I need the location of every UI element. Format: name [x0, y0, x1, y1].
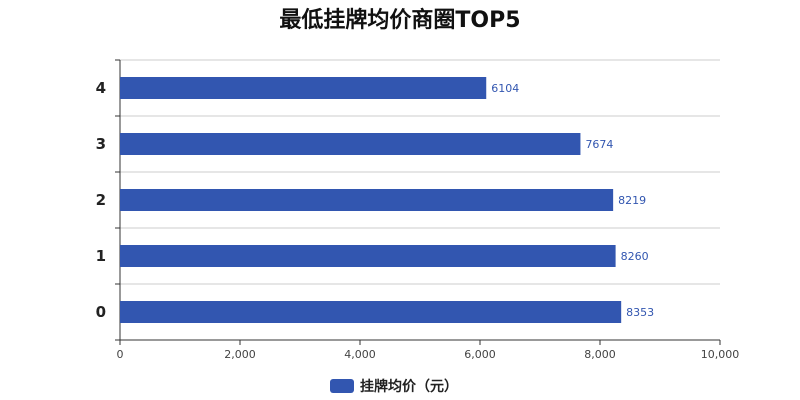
legend[interactable]: 挂牌均价（元） [330, 378, 458, 395]
bar[interactable] [120, 77, 487, 99]
data-label: 8260 [621, 250, 649, 263]
y-tick-label: 2 [96, 191, 106, 209]
x-tick-label: 2,000 [224, 348, 256, 361]
data-label: 6104 [491, 82, 519, 95]
x-tick-label: 4,000 [344, 348, 376, 361]
x-tick-label: 0 [117, 348, 124, 361]
bar[interactable] [120, 245, 616, 267]
data-label: 8219 [618, 194, 646, 207]
data-label: 7674 [585, 138, 613, 151]
x-tick-label: 10,000 [701, 348, 740, 361]
axes: 0 2,000 4,000 6,000 8,000 10,000 0 1 2 3 4 [96, 59, 740, 361]
chart-title: 最低挂牌均价商圈TOP5 [279, 7, 520, 33]
y-tick-label: 4 [96, 79, 106, 97]
y-tick-label: 1 [96, 247, 106, 265]
bar[interactable] [120, 133, 581, 155]
legend-label[interactable]: 挂牌均价（元） [360, 378, 458, 395]
data-labels: 8353 8260 8219 7674 6104 [491, 82, 654, 319]
y-tick-label: 0 [96, 303, 106, 321]
x-tick-label: 6,000 [464, 348, 496, 361]
y-tick-label: 3 [96, 135, 106, 153]
bar[interactable] [120, 301, 622, 323]
data-label: 8353 [626, 306, 654, 319]
bar[interactable] [120, 189, 614, 211]
legend-swatch[interactable] [330, 379, 354, 393]
bars [120, 77, 622, 323]
x-tick-label: 8,000 [584, 348, 616, 361]
